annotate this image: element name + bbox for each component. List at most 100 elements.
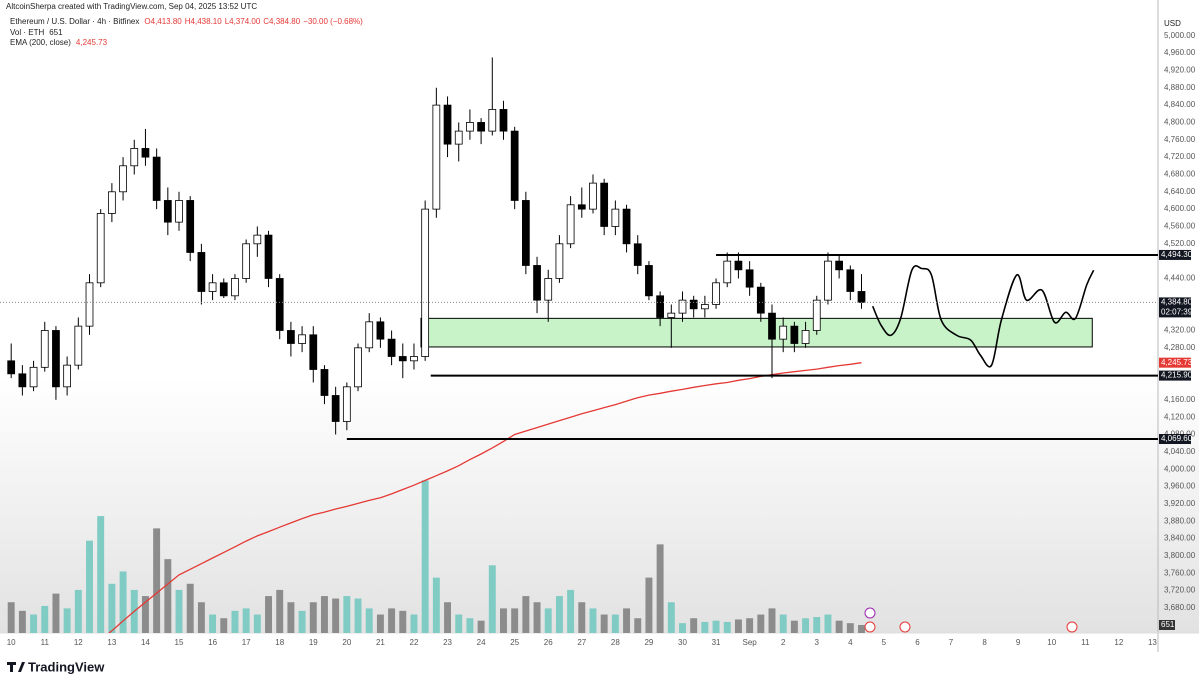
volume-bar bbox=[197, 602, 205, 633]
candle-body bbox=[555, 243, 564, 279]
candle-body bbox=[40, 330, 49, 368]
x-tick-label: 10 bbox=[1047, 638, 1056, 647]
y-tick-label: 4,040.00 bbox=[1164, 447, 1196, 456]
y-tick-label: 4,520.00 bbox=[1164, 239, 1196, 248]
y-tick-label: 4,920.00 bbox=[1164, 66, 1196, 75]
y-tick-label: 3,960.00 bbox=[1164, 482, 1196, 491]
candle-body bbox=[119, 165, 127, 193]
volume-bar bbox=[30, 614, 38, 633]
volume-tag-label: 651 bbox=[1161, 620, 1175, 629]
volume-bar bbox=[712, 620, 720, 633]
x-tick-label: 20 bbox=[342, 638, 351, 647]
x-tick-label: 18 bbox=[275, 638, 284, 647]
y-tick-label: 3,920.00 bbox=[1164, 499, 1196, 508]
candle-body bbox=[454, 130, 463, 145]
candle-body bbox=[600, 182, 609, 227]
candle-body bbox=[275, 278, 284, 331]
candle-body bbox=[611, 208, 620, 227]
volume-bar bbox=[242, 608, 250, 633]
candle-body bbox=[510, 130, 519, 201]
candle-body bbox=[365, 321, 374, 349]
volume-bar bbox=[466, 618, 474, 633]
y-tick-label: 3,800.00 bbox=[1164, 551, 1196, 560]
candle-body bbox=[756, 286, 765, 314]
volume-bar bbox=[444, 602, 452, 633]
volume-bar bbox=[253, 614, 261, 633]
candle-body bbox=[824, 260, 832, 301]
candle-body bbox=[108, 191, 116, 214]
volume-bar bbox=[835, 620, 843, 633]
candle-body bbox=[812, 299, 821, 331]
candle-body bbox=[790, 325, 799, 344]
candle-body bbox=[63, 364, 71, 388]
candle-body bbox=[466, 122, 474, 132]
candle-body bbox=[7, 360, 16, 375]
y-tick-label: 4,440.00 bbox=[1164, 274, 1196, 283]
price-tag bbox=[1159, 249, 1191, 260]
symbol: Ethereum / U.S. Dollar · 4h · Bitfinex bbox=[10, 17, 139, 26]
volume-bar bbox=[108, 583, 116, 633]
volume-bar bbox=[746, 618, 754, 633]
volume-bar bbox=[432, 577, 440, 633]
legend-volume: Vol · ETH 651 bbox=[10, 28, 63, 37]
volume-bar bbox=[813, 617, 821, 633]
volume-bar bbox=[63, 608, 71, 633]
candle-body bbox=[175, 200, 183, 223]
volume-bar bbox=[220, 618, 228, 633]
candle-body bbox=[242, 243, 251, 279]
candle-body bbox=[734, 260, 743, 271]
candle-body bbox=[398, 356, 407, 362]
volume-bar bbox=[421, 480, 429, 633]
x-tick-label: 5 bbox=[882, 638, 887, 647]
volume-bar bbox=[600, 614, 608, 633]
volume-bar bbox=[18, 610, 26, 633]
candle-body bbox=[163, 200, 172, 223]
x-tick-label: 30 bbox=[678, 638, 687, 647]
x-tick-label: 12 bbox=[1114, 638, 1123, 647]
volume-bar bbox=[343, 596, 351, 633]
candle-body bbox=[857, 291, 866, 303]
y-tick-label: 4,320.00 bbox=[1164, 326, 1196, 335]
event-icons bbox=[864, 607, 1078, 633]
volume-bar bbox=[320, 596, 328, 633]
x-tick-label: 11 bbox=[41, 638, 50, 647]
attribution: AltcoinSherpa created with TradingView.c… bbox=[6, 2, 257, 11]
volume-bar bbox=[768, 608, 776, 633]
x-tick-label: 13 bbox=[1148, 638, 1157, 647]
volume-bar bbox=[858, 624, 865, 633]
volume-title: Vol · ETH bbox=[10, 28, 44, 37]
volume-bar bbox=[276, 589, 284, 633]
x-tick-label: 27 bbox=[577, 638, 586, 647]
x-tick-label: 13 bbox=[107, 638, 116, 647]
volume-tag bbox=[1159, 619, 1175, 630]
y-tick-label: 3,880.00 bbox=[1164, 516, 1196, 525]
ema-title: EMA (200, close) bbox=[10, 38, 71, 47]
candle-body bbox=[589, 182, 597, 210]
price-tag bbox=[1159, 370, 1191, 381]
volume-bar bbox=[164, 559, 172, 633]
volume-bar bbox=[511, 608, 519, 633]
volume-bar bbox=[410, 614, 418, 633]
zone bbox=[420, 317, 1093, 348]
volume-bar bbox=[376, 614, 384, 633]
y-tick-label: 4,120.00 bbox=[1164, 412, 1196, 421]
candle-body bbox=[253, 234, 262, 245]
volume-bar bbox=[141, 596, 149, 633]
candle-body bbox=[633, 243, 642, 266]
volume-last: 651 bbox=[49, 28, 63, 37]
footer-bg bbox=[0, 633, 1199, 685]
candle-body bbox=[287, 330, 295, 344]
logo: TradingView bbox=[7, 659, 105, 674]
x-tick-label: 4 bbox=[848, 638, 853, 647]
candle-body bbox=[197, 252, 206, 292]
countdown: 02:07:39 bbox=[1161, 308, 1193, 317]
candle-body bbox=[331, 395, 340, 422]
candle-body bbox=[835, 260, 843, 271]
y-tick-label: 3,720.00 bbox=[1164, 586, 1196, 595]
x-tick-label: 16 bbox=[208, 638, 217, 647]
candle-body bbox=[208, 282, 217, 292]
volume-bar bbox=[757, 614, 765, 633]
candle-body bbox=[29, 366, 38, 388]
volume-bar bbox=[567, 589, 575, 633]
